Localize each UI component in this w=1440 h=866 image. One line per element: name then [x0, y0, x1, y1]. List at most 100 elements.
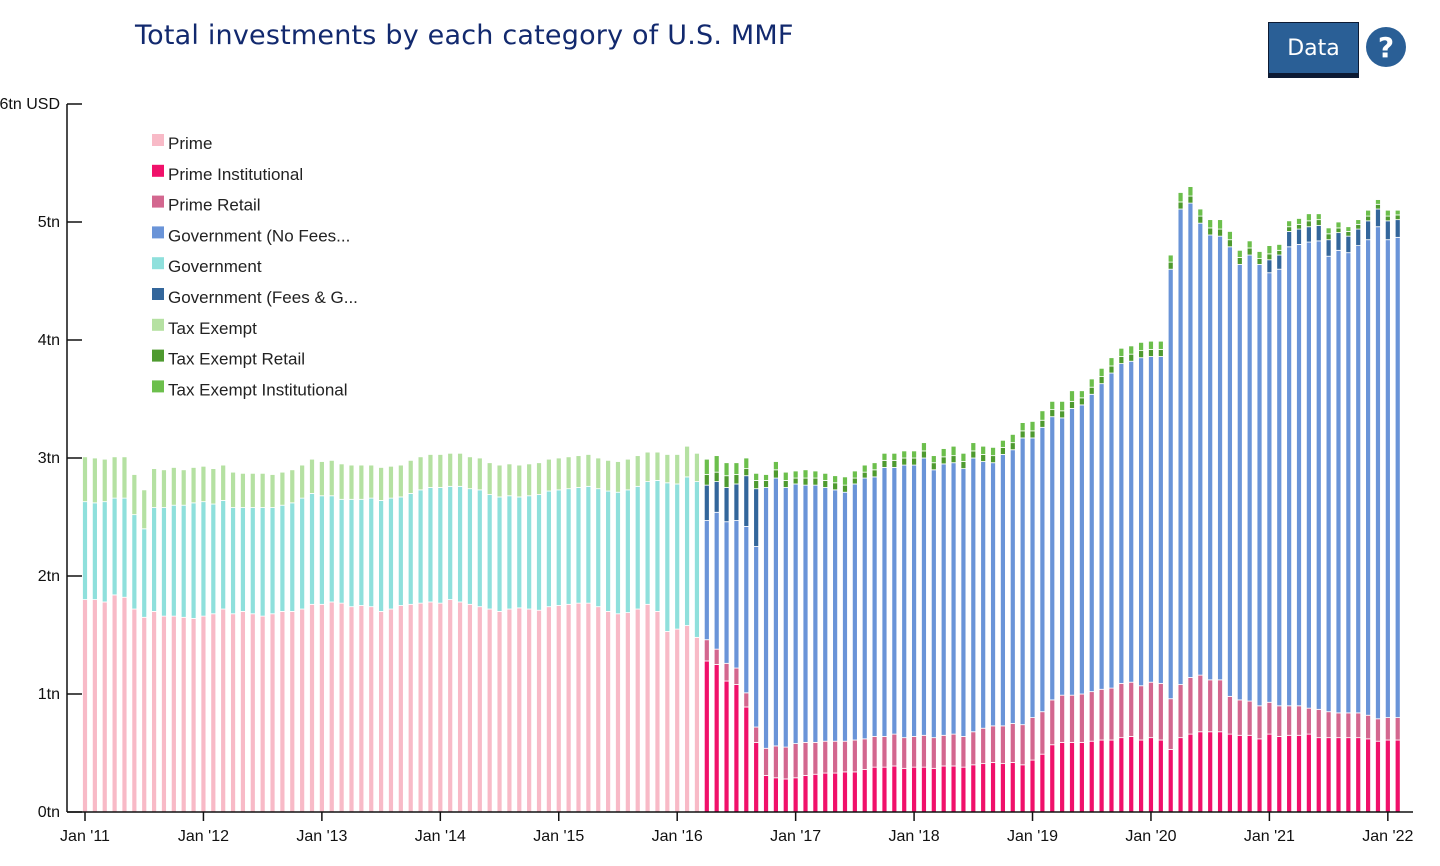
bar-segment-government — [338, 498, 345, 604]
bar-segment-prime — [684, 625, 690, 813]
x-tick-label: Jan '19 — [1007, 828, 1058, 845]
bar-segment-tax-exempt-institutional — [1335, 221, 1342, 229]
bar-segment-tax-exempt — [467, 456, 473, 490]
bar-segment-tax-exempt-retail — [1138, 350, 1144, 359]
bar-segment-tax-exempt-institutional — [1305, 213, 1312, 222]
bar-segment-tax-exempt-institutional — [1049, 400, 1056, 411]
bar-segment-government-fees-g — [753, 488, 760, 547]
bar-segment-tax-exempt-retail — [1059, 410, 1066, 419]
bar-segment-government — [407, 492, 414, 605]
bar-segment-prime-institutional — [763, 775, 769, 813]
bar-segment-prime-institutional — [1365, 738, 1371, 813]
bar-segment-tax-exempt — [82, 456, 88, 503]
bar-segment-tax-exempt-institutional — [773, 461, 779, 471]
y-tick-label: 2tn — [38, 568, 60, 585]
bar-segment-prime — [368, 606, 375, 813]
bar-segment-government-no-fees — [1375, 226, 1381, 720]
bar-segment-prime-institutional — [723, 680, 730, 813]
bar-segment-government — [684, 476, 690, 626]
bar-segment-prime-retail — [1187, 677, 1194, 735]
legend-item[interactable]: Tax Exempt Institutional — [152, 380, 348, 399]
bar-segment-tax-exempt-institutional — [842, 476, 848, 486]
bar-segment-tax-exempt-institutional — [1197, 208, 1204, 217]
bar-segment-prime-retail — [1078, 693, 1085, 743]
x-tick-label: Jan '11 — [60, 828, 110, 845]
x-tick-label: Jan '12 — [178, 828, 229, 845]
bar-segment-prime-retail — [1384, 717, 1391, 741]
bar-segment-government-no-fees — [763, 487, 769, 749]
bar-segment-tax-exempt — [269, 474, 276, 508]
bar-segment-tax-exempt-institutional — [1256, 251, 1263, 259]
legend-item[interactable]: Prime Retail — [152, 195, 261, 215]
bar-segment-government-no-fees — [990, 462, 996, 727]
bar-segment-government-fees-g — [1335, 232, 1342, 251]
bar-segment-tax-exempt-retail — [1335, 227, 1342, 234]
axes-layer: 0tn 1tn 2tn 3tn 4tn 5tn 6tn USD Jan '11 Jan '12 J… — [0, 96, 1413, 845]
bar-segment-government — [397, 496, 404, 606]
bar-segment-tax-exempt-institutional — [1069, 390, 1075, 402]
bar-segment-government-no-fees — [832, 489, 839, 742]
bar-segment-government-fees-g — [723, 487, 730, 523]
legend-item[interactable]: Tax Exempt Retail — [152, 349, 305, 369]
legend-item[interactable]: Tax Exempt — [152, 318, 257, 338]
bar-segment-tax-exempt — [388, 465, 394, 499]
bar-segment-prime-retail — [1276, 705, 1283, 737]
bar-segment-prime-retail — [891, 733, 898, 767]
bar-segment-tax-exempt-retail — [1187, 195, 1194, 204]
bar-segment-prime-retail — [743, 692, 750, 708]
bar-segment-tax-exempt — [575, 455, 582, 488]
bar-segment-tax-exempt — [664, 454, 671, 484]
bar-segment-prime-institutional — [782, 778, 789, 813]
bar-segment-tax-exempt — [545, 458, 552, 492]
legend-item[interactable]: Prime Institutional — [152, 164, 303, 184]
bar-segment-government — [664, 482, 671, 632]
bar-segment-tax-exempt-institutional — [891, 452, 898, 461]
bar-segment-tax-exempt-institutional — [1088, 378, 1095, 388]
legend-item[interactable]: Government (No Fees... — [152, 226, 350, 245]
bar-segment-tax-exempt-institutional — [960, 452, 967, 462]
bar-segment-tax-exempt-retail — [1148, 349, 1154, 357]
legend-item[interactable]: Government (Fees & G... — [152, 288, 358, 307]
bar-segment-tax-exempt-institutional — [881, 452, 888, 461]
bar-segment-government — [486, 494, 493, 610]
bar-segment-prime — [654, 611, 661, 813]
bar-segment-prime — [200, 615, 207, 813]
bar-segment-prime-institutional — [960, 766, 967, 813]
bar-segment-government-fees-g — [1286, 231, 1293, 248]
bar-segment-government-no-fees — [1039, 426, 1046, 713]
legend-label: Tax Exempt — [168, 319, 257, 338]
bar-segment-prime-institutional — [1019, 764, 1026, 813]
bar-segment-prime-institutional — [842, 771, 848, 813]
bar-segment-prime-institutional — [1059, 741, 1066, 813]
bar-segment-tax-exempt — [230, 471, 236, 508]
help-icon[interactable]: ? — [1366, 27, 1406, 67]
bar-segment-government-no-fees — [950, 462, 957, 735]
bar-segment-government-no-fees — [1108, 372, 1115, 689]
bar-segment-prime-retail — [703, 639, 710, 662]
bar-segment-tax-exempt — [674, 454, 681, 485]
bar-segment-government-no-fees — [1049, 416, 1056, 701]
bar-segment-prime-retail — [861, 738, 868, 770]
bar-segment-tax-exempt-institutional — [1167, 254, 1174, 263]
bar-segment-prime — [318, 603, 325, 813]
y-tick-label: 0tn — [38, 804, 60, 821]
bar-segment-prime-retail — [792, 743, 799, 779]
data-button[interactable]: Data — [1268, 22, 1359, 78]
bar-segment-prime — [575, 602, 582, 813]
bar-segment-government-no-fees — [1217, 235, 1223, 681]
bar-segment-tax-exempt-institutional — [1108, 357, 1115, 367]
bar-segment-tax-exempt-retail — [1019, 430, 1026, 439]
bar-segment-government-fees-g — [1345, 235, 1352, 254]
bar-segment-tax-exempt-institutional — [703, 458, 710, 475]
bar-segment-government — [615, 491, 621, 615]
bar-segment-government — [210, 503, 217, 615]
legend-item[interactable]: Government — [152, 257, 262, 276]
bar-segment-government — [506, 495, 513, 610]
legend-item[interactable]: Prime — [152, 134, 212, 153]
bar-segment-tax-exempt-institutional — [1227, 231, 1233, 241]
bar-segment-government — [180, 504, 187, 618]
bar-segment-prime — [180, 616, 187, 813]
bar-segment-prime-retail — [1375, 718, 1381, 742]
bar-segment-tax-exempt — [111, 456, 118, 499]
bar-segment-prime — [694, 636, 700, 813]
